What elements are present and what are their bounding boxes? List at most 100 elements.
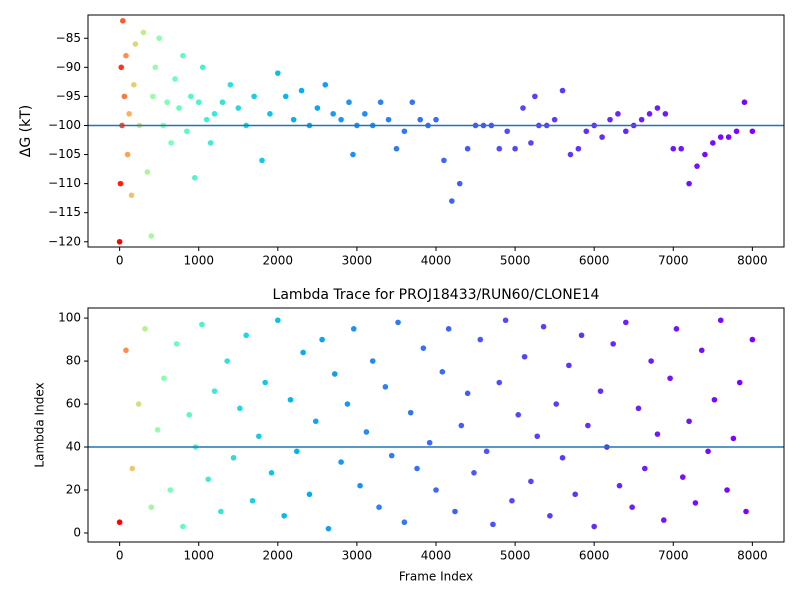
point <box>267 111 273 117</box>
point <box>176 105 182 111</box>
point <box>464 145 471 152</box>
point <box>116 519 123 526</box>
point <box>369 358 376 364</box>
point <box>407 409 414 416</box>
point <box>401 128 408 135</box>
point <box>262 379 268 386</box>
point <box>662 111 669 117</box>
x-tick-label: 8000 <box>737 549 768 563</box>
x-tick-label: 7000 <box>658 549 689 563</box>
point <box>667 375 673 382</box>
point <box>496 379 503 386</box>
point <box>464 390 471 397</box>
point <box>131 81 137 88</box>
point <box>287 396 294 403</box>
point <box>350 326 357 332</box>
point <box>350 151 356 158</box>
point <box>395 319 401 326</box>
chart-title: Lambda Trace for PROJ18433/RUN60/CLONE14 <box>273 287 600 303</box>
point <box>678 145 684 152</box>
point <box>623 128 629 135</box>
point <box>191 175 198 181</box>
point <box>362 111 368 117</box>
axes-frame <box>87 14 785 248</box>
point <box>646 111 653 117</box>
point <box>441 157 447 164</box>
point <box>118 64 125 71</box>
x-tick-label: 4000 <box>421 254 452 268</box>
point <box>610 341 616 347</box>
x-tick-label: 0 <box>116 549 124 563</box>
point <box>363 429 370 435</box>
point <box>126 111 132 117</box>
point <box>259 157 265 164</box>
point <box>502 317 509 324</box>
point <box>128 192 135 199</box>
point <box>121 93 128 100</box>
point <box>456 180 463 187</box>
point <box>164 99 170 106</box>
x-tick-label: 1000 <box>183 549 214 563</box>
point <box>235 105 242 111</box>
point <box>686 180 692 187</box>
point <box>743 508 749 515</box>
point <box>449 198 455 204</box>
y-tick-label: 40 <box>66 440 81 454</box>
point <box>575 145 582 152</box>
x-tick-label: 2000 <box>263 254 294 268</box>
point <box>717 134 724 140</box>
point <box>298 87 305 94</box>
y-tick-label: −120 <box>48 234 81 248</box>
point <box>567 151 574 158</box>
point <box>615 111 621 117</box>
point <box>275 317 281 324</box>
point <box>452 508 458 515</box>
point <box>338 459 344 465</box>
point <box>281 512 287 519</box>
point <box>654 431 661 437</box>
point <box>237 405 243 412</box>
axes-frame <box>87 307 785 543</box>
point <box>344 401 351 407</box>
point <box>167 487 174 493</box>
point <box>572 491 578 498</box>
x-tick-label: 6000 <box>579 549 610 563</box>
point <box>532 93 538 100</box>
point <box>585 422 591 429</box>
point <box>144 169 151 175</box>
point <box>148 233 155 239</box>
point <box>219 99 226 106</box>
point <box>741 99 748 106</box>
point <box>150 93 156 100</box>
point <box>199 321 205 328</box>
point <box>528 478 534 485</box>
point <box>724 487 730 493</box>
point <box>426 439 433 446</box>
point <box>393 145 400 152</box>
point <box>698 347 705 354</box>
point <box>211 111 218 117</box>
point <box>325 525 332 532</box>
point <box>124 151 131 158</box>
point <box>725 134 732 140</box>
point <box>534 433 541 440</box>
point <box>660 517 667 523</box>
y-tick-label: 60 <box>66 397 81 411</box>
point <box>654 105 661 111</box>
point <box>648 358 654 364</box>
point <box>749 128 756 135</box>
point <box>338 116 344 123</box>
point <box>331 371 338 377</box>
point <box>120 18 126 24</box>
point <box>512 145 518 152</box>
x-tick-label: 5000 <box>500 549 531 563</box>
point <box>599 134 605 140</box>
point <box>566 362 572 369</box>
y-tick-label: −95 <box>56 89 81 103</box>
point <box>521 353 528 360</box>
point <box>694 163 700 169</box>
point <box>520 105 526 111</box>
point <box>553 401 560 407</box>
point <box>256 433 262 440</box>
point <box>135 401 142 407</box>
